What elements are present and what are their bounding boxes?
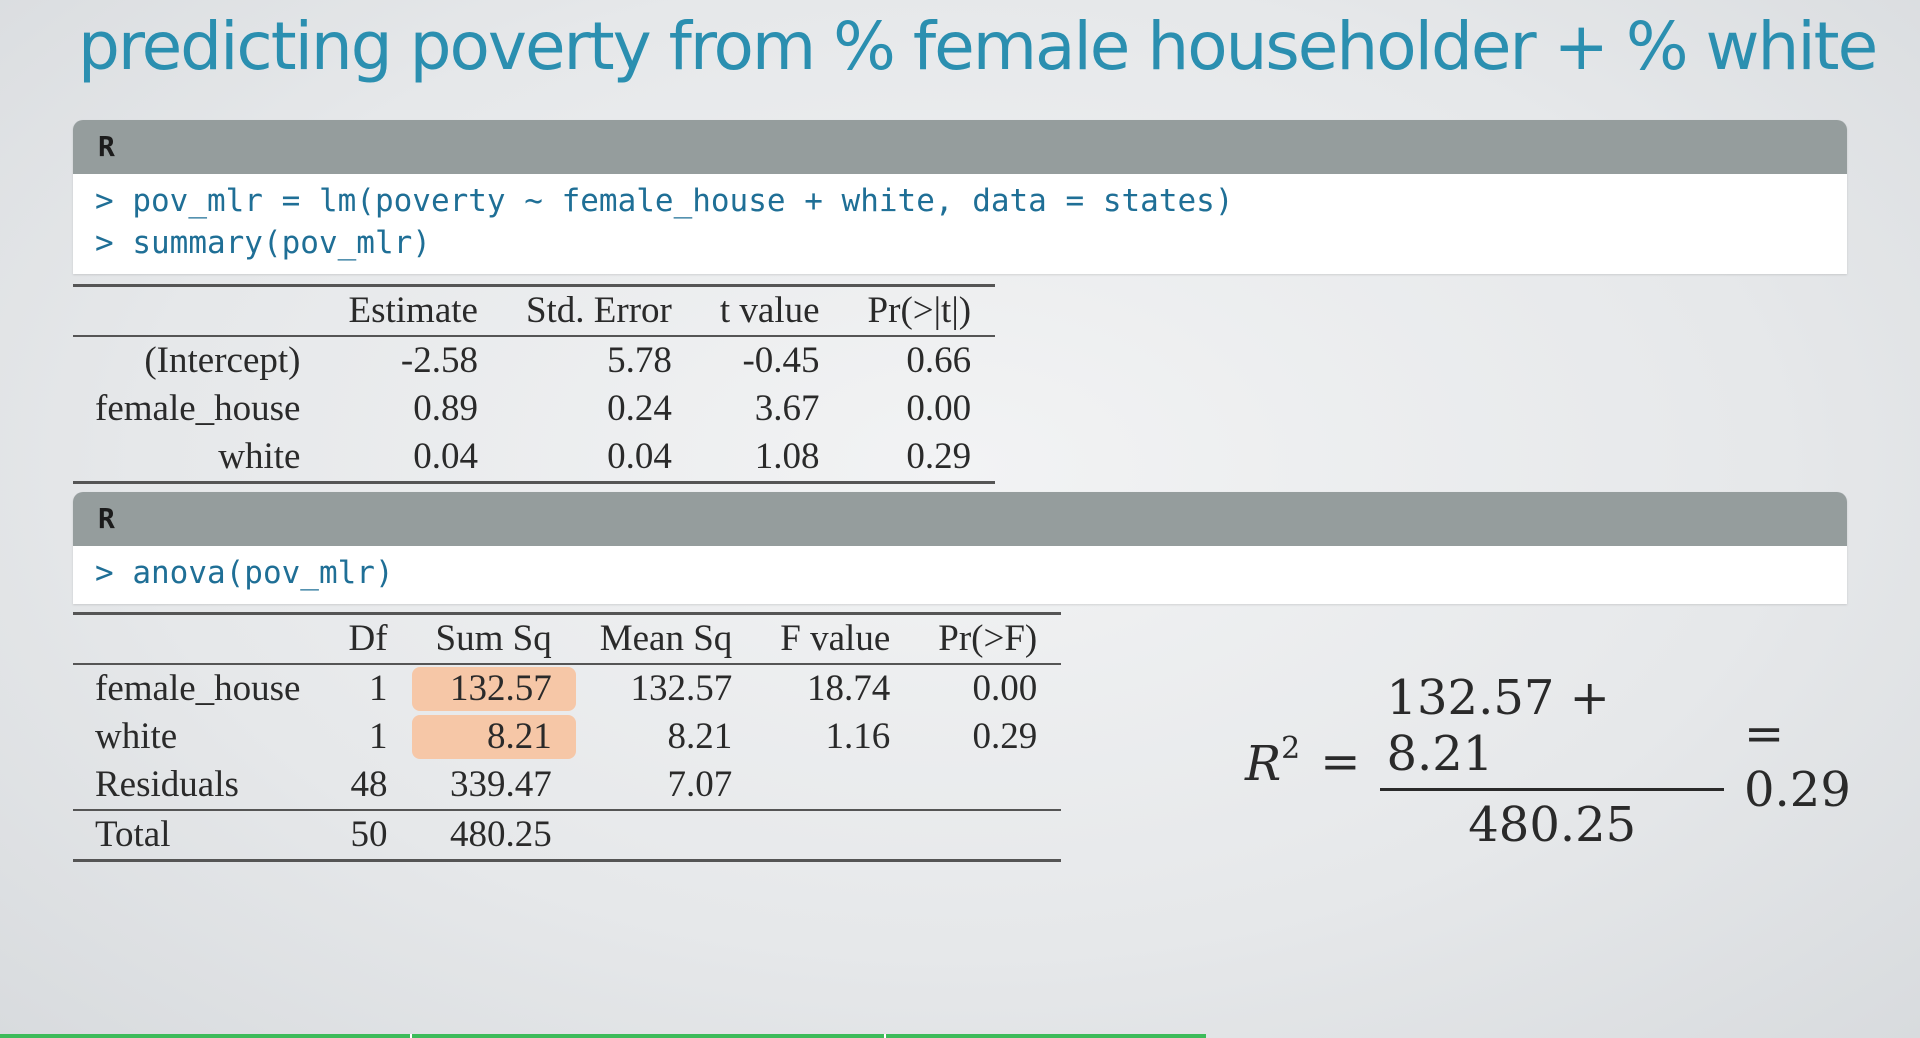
anova-total-sum-sq: 480.25 bbox=[449, 814, 552, 855]
formula-numerator: 132.57 + 8.21 bbox=[1380, 670, 1724, 791]
anova-df: 1 bbox=[369, 668, 388, 709]
anova-term: white bbox=[95, 716, 178, 757]
code-line-anova: > anova(pov_mlr) bbox=[95, 555, 394, 591]
table-row: Residuals 48 339.47 7.07 bbox=[73, 761, 1062, 810]
code-line-lm: > pov_mlr = lm(poverty ~ female_house + … bbox=[95, 183, 1234, 219]
anova-col-header-mean-sq: Mean Sq bbox=[599, 618, 733, 659]
anova-col-header-f-value: F value bbox=[780, 618, 891, 659]
anova-mean-sq: 7.07 bbox=[667, 764, 733, 805]
anova-p-value bbox=[914, 761, 1061, 810]
code-block-header: R bbox=[73, 492, 1847, 546]
coef-estimate: 0.04 bbox=[413, 436, 478, 477]
coef-col-header-estimate: Estimate bbox=[348, 290, 478, 331]
coef-estimate: 0.89 bbox=[413, 388, 478, 429]
anova-df: 1 bbox=[369, 716, 388, 757]
coef-header-row: Estimate Std. Error t value Pr(>|t|) bbox=[73, 285, 996, 337]
coef-std-error: 0.24 bbox=[607, 388, 672, 429]
formula-fraction: 132.57 + 8.21 480.25 bbox=[1380, 670, 1724, 853]
r-squared-formula: R2 = 132.57 + 8.21 480.25 = 0.29 bbox=[1245, 670, 1920, 853]
anova-total-p-value bbox=[914, 810, 1061, 861]
video-progress-bar[interactable] bbox=[0, 1034, 1920, 1038]
coefficient-table: Estimate Std. Error t value Pr(>|t|) (In… bbox=[73, 284, 996, 484]
anova-term: female_house bbox=[95, 668, 301, 709]
anova-total-df: 50 bbox=[350, 814, 388, 855]
anova-p-value: 0.00 bbox=[972, 668, 1038, 709]
table-row: white 0.04 0.04 1.08 0.29 bbox=[73, 433, 996, 483]
anova-mean-sq: 132.57 bbox=[630, 668, 733, 709]
anova-mean-sq: 8.21 bbox=[667, 716, 733, 757]
table-row: female_house 0.89 0.24 3.67 0.00 bbox=[73, 385, 995, 433]
coef-std-error: 0.04 bbox=[607, 436, 672, 477]
anova-col-header-blank bbox=[73, 614, 324, 665]
chapter-marker bbox=[410, 1034, 412, 1038]
anova-header-row: Df Sum Sq Mean Sq F value Pr(>F) bbox=[73, 613, 1062, 665]
anova-col-header-p-value: Pr(>F) bbox=[938, 618, 1038, 659]
coef-t-value: -0.45 bbox=[742, 340, 820, 381]
anova-col-header-df: Df bbox=[348, 618, 388, 659]
coef-col-header-t-value: t value bbox=[719, 290, 820, 331]
table-row: white 1 8.21 8.21 1.16 0.29 bbox=[73, 713, 1061, 761]
coef-term: white bbox=[218, 436, 301, 477]
anova-term: Residuals bbox=[95, 764, 239, 805]
anova-sum-sq-highlighted: 8.21 bbox=[411, 713, 576, 761]
anova-f-value: 18.74 bbox=[807, 668, 891, 709]
coef-t-value: 1.08 bbox=[754, 436, 820, 477]
coef-term: female_house bbox=[95, 388, 301, 429]
anova-sum-sq-highlighted: 132.57 bbox=[411, 664, 576, 713]
anova-f-value bbox=[756, 761, 914, 810]
anova-df: 48 bbox=[350, 764, 388, 805]
video-progress-fill bbox=[0, 1034, 1206, 1038]
coef-col-header-blank bbox=[73, 286, 324, 337]
coef-estimate: -2.58 bbox=[400, 340, 478, 381]
formula-denominator: 480.25 bbox=[1468, 797, 1637, 853]
coef-col-header-std-error: Std. Error bbox=[525, 290, 672, 331]
coef-p-value: 0.66 bbox=[906, 340, 972, 381]
code-block-header: R bbox=[73, 120, 1847, 174]
coef-p-value: 0.00 bbox=[906, 388, 972, 429]
coef-term: (Intercept) bbox=[144, 340, 301, 381]
coef-t-value: 3.67 bbox=[754, 388, 820, 429]
formula-lhs-var: R bbox=[1245, 736, 1282, 792]
anova-sum-sq: 339.47 bbox=[449, 764, 552, 805]
code-block-body: > anova(pov_mlr) bbox=[73, 546, 1847, 604]
coef-col-header-p-value: Pr(>|t|) bbox=[867, 290, 972, 331]
formula-lhs: R2 bbox=[1245, 731, 1300, 792]
code-line-summary: > summary(pov_mlr) bbox=[95, 225, 431, 261]
anova-col-header-sum-sq: Sum Sq bbox=[435, 618, 552, 659]
code-block-anova: R > anova(pov_mlr) bbox=[73, 492, 1847, 604]
slide-title: predicting poverty from % female househo… bbox=[78, 8, 1878, 85]
anova-f-value: 1.16 bbox=[825, 716, 891, 757]
anova-table: Df Sum Sq Mean Sq F value Pr(>F) female_… bbox=[73, 612, 1062, 862]
formula-lhs-sup: 2 bbox=[1281, 731, 1301, 766]
anova-total-mean-sq bbox=[576, 810, 757, 861]
table-row: (Intercept) -2.58 5.78 -0.45 0.66 bbox=[73, 336, 995, 385]
code-block-summary: R > pov_mlr = lm(poverty ~ female_house … bbox=[73, 120, 1847, 274]
coef-p-value: 0.29 bbox=[906, 436, 972, 477]
anova-total-row: Total 50 480.25 bbox=[73, 810, 1062, 861]
chapter-marker bbox=[884, 1034, 886, 1038]
anova-total-label: Total bbox=[95, 814, 171, 855]
coef-std-error: 5.78 bbox=[607, 340, 672, 381]
code-block-body: > pov_mlr = lm(poverty ~ female_house + … bbox=[73, 174, 1847, 274]
anova-p-value: 0.29 bbox=[972, 716, 1038, 757]
table-row: female_house 1 132.57 132.57 18.74 0.00 bbox=[73, 664, 1061, 713]
formula-result: = 0.29 bbox=[1744, 705, 1851, 818]
anova-total-f-value bbox=[756, 810, 914, 861]
formula-equals: = bbox=[1320, 733, 1361, 790]
